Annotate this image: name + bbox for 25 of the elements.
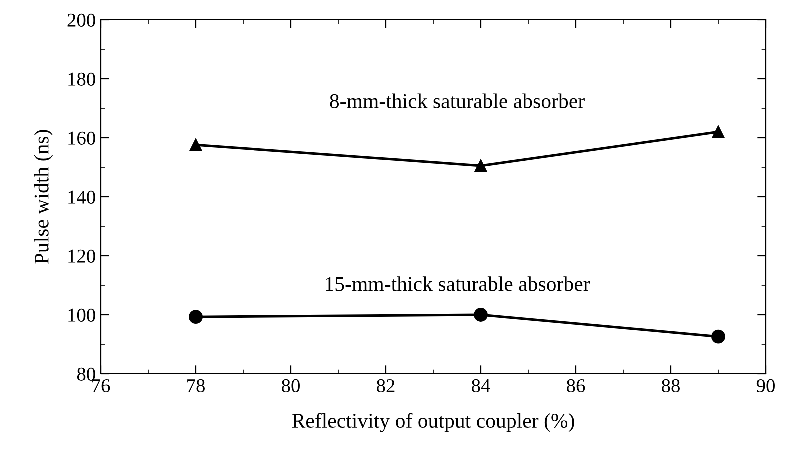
point bbox=[474, 308, 488, 322]
x-axis-title: Reflectivity of output coupler (%) bbox=[292, 413, 574, 432]
y-tick-label: 120 bbox=[68, 250, 96, 263]
point bbox=[712, 330, 726, 344]
point bbox=[189, 310, 203, 324]
y-tick-label: 80 bbox=[77, 368, 96, 381]
x-tick-label: 80 bbox=[282, 379, 300, 393]
y-tick-label: 100 bbox=[68, 308, 96, 322]
point bbox=[190, 138, 202, 152]
x-tick-label: 84 bbox=[472, 379, 490, 393]
series-label: 15-mm-thick saturable absorber bbox=[326, 276, 590, 292]
x-tick-label: 82 bbox=[377, 379, 395, 393]
y-axis-title: Pulse width (ns) bbox=[34, 130, 54, 264]
x-tick-label: 90 bbox=[756, 379, 775, 393]
y-tick-label: 160 bbox=[68, 132, 96, 145]
x-tick-label: 76 bbox=[92, 379, 110, 393]
x-tick-label: 78 bbox=[188, 379, 205, 393]
y-tick-label: 200 bbox=[68, 14, 96, 27]
x-tick-label: 86 bbox=[567, 379, 586, 393]
y-tick-label: 180 bbox=[68, 72, 96, 86]
y-tick-label: 140 bbox=[68, 190, 96, 204]
x-tick-label: 88 bbox=[662, 379, 680, 393]
point bbox=[474, 160, 488, 172]
text: 8-mm-thick saturable absorber bbox=[330, 94, 585, 108]
point bbox=[712, 126, 725, 138]
